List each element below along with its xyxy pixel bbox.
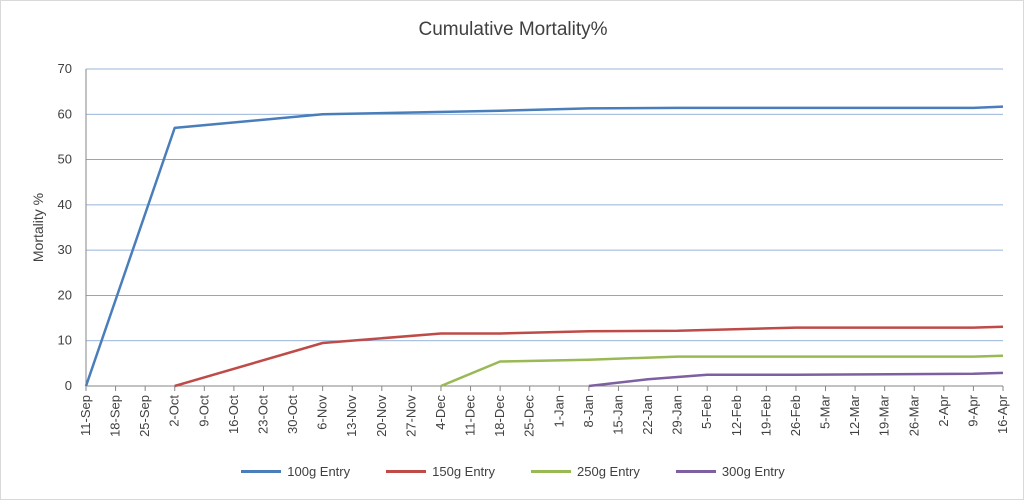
legend-swatch	[386, 470, 426, 473]
series-line-100g-entry	[86, 107, 1003, 386]
x-tick-label: 2-Oct	[167, 395, 182, 427]
x-tick-label: 22-Jan	[640, 395, 655, 435]
x-tick-label: 2-Apr	[936, 394, 951, 426]
x-tick-label: 20-Nov	[374, 395, 389, 437]
legend-label: 250g Entry	[577, 464, 640, 479]
legend-item: 150g Entry	[386, 464, 495, 479]
legend-label: 150g Entry	[432, 464, 495, 479]
series-line-300g-entry	[589, 373, 1003, 386]
x-tick-label: 25-Sep	[137, 395, 152, 437]
x-tick-label: 8-Jan	[581, 395, 596, 428]
legend-item: 100g Entry	[241, 464, 350, 479]
chart-legend: 100g Entry 150g Entry 250g Entry 300g Entry	[1, 464, 1024, 479]
y-tick-label: 70	[58, 61, 72, 76]
y-tick-label: 10	[58, 333, 72, 348]
x-tick-label: 12-Feb	[729, 395, 744, 436]
y-tick-label: 30	[58, 242, 72, 257]
legend-swatch	[676, 470, 716, 473]
x-tick-label: 26-Mar	[906, 394, 921, 436]
series-line-250g-entry	[441, 356, 1003, 386]
x-tick-label: 9-Apr	[965, 394, 980, 426]
legend-label: 100g Entry	[287, 464, 350, 479]
x-tick-label: 1-Jan	[551, 395, 566, 428]
x-tick-label: 11-Dec	[463, 395, 478, 436]
x-tick-label: 19-Mar	[877, 394, 892, 436]
x-tick-label: 4-Dec	[433, 395, 448, 430]
x-tick-label: 12-Mar	[847, 394, 862, 436]
x-tick-label: 16-Oct	[226, 395, 241, 434]
legend-swatch	[241, 470, 281, 473]
x-tick-label: 27-Nov	[403, 395, 418, 437]
legend-item: 250g Entry	[531, 464, 640, 479]
y-tick-label: 20	[58, 287, 72, 302]
legend-label: 300g Entry	[722, 464, 785, 479]
x-tick-label: 16-Apr	[995, 394, 1010, 434]
x-tick-label: 30-Oct	[285, 395, 300, 434]
legend-swatch	[531, 470, 571, 473]
x-tick-label: 13-Nov	[344, 395, 359, 437]
legend-item: 300g Entry	[676, 464, 785, 479]
x-tick-label: 25-Dec	[522, 395, 537, 437]
x-tick-label: 26-Feb	[788, 395, 803, 436]
x-tick-label: 29-Jan	[670, 395, 685, 435]
x-tick-label: 23-Oct	[255, 395, 270, 434]
y-tick-label: 0	[65, 378, 72, 393]
y-axis-title: Mortality %	[30, 193, 46, 262]
x-tick-label: 5-Mar	[818, 394, 833, 429]
x-tick-label: 15-Jan	[610, 395, 625, 435]
x-tick-label: 18-Sep	[108, 395, 123, 437]
x-tick-label: 6-Nov	[315, 395, 330, 430]
y-tick-label: 60	[58, 106, 72, 121]
x-tick-label: 11-Sep	[78, 395, 93, 436]
y-tick-label: 50	[58, 152, 72, 167]
x-tick-label: 5-Feb	[699, 395, 714, 429]
x-tick-label: 19-Feb	[758, 395, 773, 436]
x-tick-label: 18-Dec	[492, 395, 507, 437]
y-tick-label: 40	[58, 197, 72, 212]
x-tick-label: 9-Oct	[196, 395, 211, 427]
